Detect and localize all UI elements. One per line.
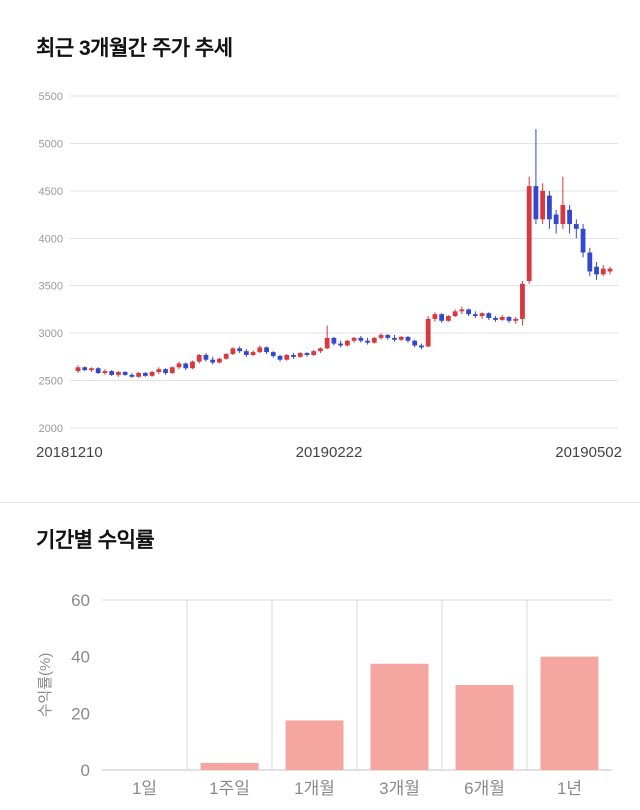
x-axis-label-start: 20181210 [36, 444, 103, 461]
x-axis-labels: 20181210 20190222 20190502 [36, 444, 622, 461]
svg-text:2000: 2000 [39, 423, 63, 435]
section-divider [0, 502, 640, 503]
returns-title: 기간별 수익률 [36, 529, 155, 552]
svg-text:1주일: 1주일 [209, 779, 250, 798]
svg-text:0: 0 [81, 761, 90, 780]
svg-text:3500: 3500 [39, 281, 63, 293]
svg-text:40: 40 [71, 648, 90, 667]
svg-text:2500: 2500 [39, 376, 63, 388]
svg-text:4000: 4000 [39, 233, 63, 245]
y-axis-label: 수익률(%) [37, 652, 54, 718]
svg-text:3개월: 3개월 [379, 779, 420, 798]
svg-text:20: 20 [71, 704, 90, 723]
svg-text:60: 60 [71, 591, 90, 610]
svg-text:1일: 1일 [132, 779, 157, 798]
price-trend-chart: 2000 2500 3000 3500 4000 4500 5000 5500 2018121… [36, 86, 622, 461]
svg-text:5500: 5500 [39, 91, 63, 103]
svg-text:1개월: 1개월 [294, 779, 335, 798]
svg-text:5000: 5000 [39, 138, 63, 150]
svg-text:3000: 3000 [39, 328, 63, 340]
x-axis-label-mid: 20190222 [295, 444, 363, 461]
svg-text:4500: 4500 [39, 186, 63, 198]
bar-canvas: 0 20 40 60 1일 1주일 1개월 3개월 6개월 1년 [71, 591, 612, 798]
x-axis-label-end: 20190502 [555, 444, 622, 461]
price-trend-title: 최근 3개월간 주가 추세 [36, 37, 233, 60]
svg-text:6개월: 6개월 [464, 779, 505, 798]
candlestick-canvas: 2000 2500 3000 3500 4000 4500 5000 5500 [39, 91, 618, 435]
returns-chart: 수익률(%) 0 20 40 60 1일 1주일 1개월 3개월 6개월 1년 [30, 578, 625, 808]
svg-text:1년: 1년 [557, 779, 582, 798]
